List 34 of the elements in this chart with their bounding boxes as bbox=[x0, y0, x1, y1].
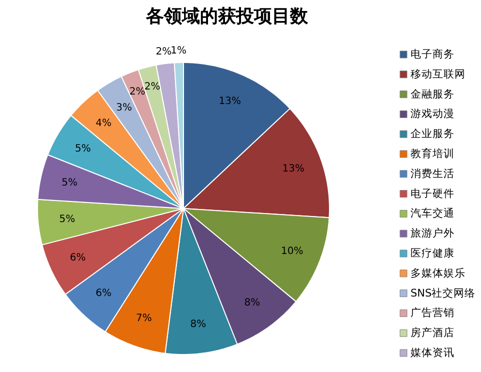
legend-label: 游戏动漫 bbox=[410, 107, 454, 120]
data-label: 4% bbox=[96, 118, 112, 129]
legend-label: 广告营销 bbox=[410, 306, 454, 320]
legend-label: 消费生活 bbox=[410, 166, 454, 180]
legend-label: 医疗健康 bbox=[410, 246, 454, 260]
data-label: 2% bbox=[156, 46, 172, 58]
legend-label: 企业服务 bbox=[410, 127, 454, 140]
data-label: 8% bbox=[190, 318, 206, 330]
data-label: 13% bbox=[218, 96, 242, 107]
legend-label: 多媒体娱乐 bbox=[410, 266, 466, 280]
legend-label: SNS社交网络 bbox=[410, 286, 476, 300]
legend-label: 媒体资讯 bbox=[410, 347, 454, 359]
legend-label: 教育培训 bbox=[410, 147, 454, 160]
data-label: 6% bbox=[96, 288, 112, 300]
data-label: 7% bbox=[136, 312, 152, 324]
data-label: 8% bbox=[244, 297, 260, 308]
legend-label: 电子商务 bbox=[410, 48, 454, 60]
chart-title: 各领域的获投项目数 bbox=[145, 6, 309, 27]
legend-label: 汽车交通 bbox=[410, 206, 454, 220]
legend-label: 移动互联网 bbox=[410, 68, 466, 80]
data-label: 5% bbox=[59, 214, 76, 225]
legend-label: 电子硬件 bbox=[410, 186, 454, 200]
legend-label: 旅游户外 bbox=[410, 226, 454, 240]
data-label: 1% bbox=[170, 45, 186, 56]
data-label: 2% bbox=[144, 81, 160, 92]
data-label: 5% bbox=[62, 178, 78, 189]
data-label: 5% bbox=[75, 144, 91, 155]
data-label: 6% bbox=[70, 252, 86, 264]
data-label: 10% bbox=[280, 246, 304, 257]
data-label: 2% bbox=[129, 86, 146, 98]
data-label: 13% bbox=[282, 163, 305, 174]
legend-label: 房产酒店 bbox=[410, 326, 454, 340]
legend-label: 金融服务 bbox=[410, 88, 454, 100]
data-label: 3% bbox=[116, 102, 132, 114]
